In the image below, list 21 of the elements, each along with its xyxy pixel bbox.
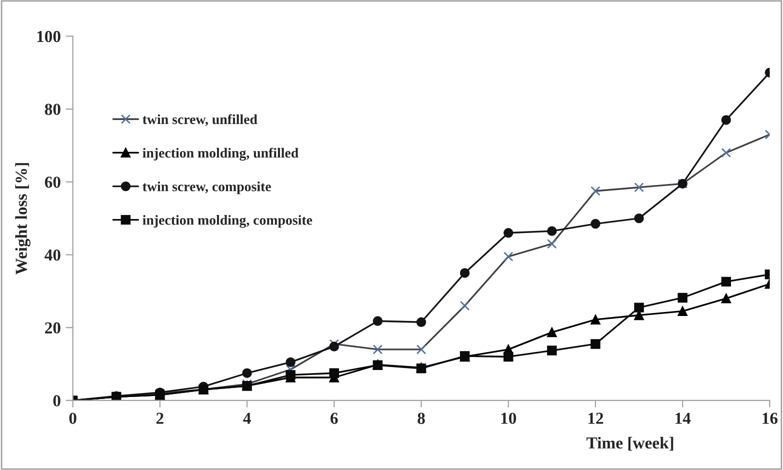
x-tick-label: 14 bbox=[676, 412, 691, 424]
x-tick-label: 8 bbox=[418, 412, 425, 424]
x-tick-label: 0 bbox=[69, 412, 76, 424]
x-tick-label: 16 bbox=[762, 412, 778, 424]
y-tick-label: 20 bbox=[45, 322, 60, 334]
x-axis-title: Time [week] bbox=[586, 436, 674, 451]
x-tick-label: 10 bbox=[501, 412, 516, 424]
x-tick-label: 4 bbox=[243, 412, 251, 424]
x-tick-label: 6 bbox=[330, 412, 338, 424]
legend-label: injection molding, unfilled bbox=[142, 148, 298, 161]
legend-label: twin screw, unfilled bbox=[142, 114, 258, 126]
x-tick-label: 2 bbox=[156, 412, 164, 424]
y-tick-label: 60 bbox=[44, 176, 60, 188]
legend-label: twin screw, composite bbox=[142, 182, 271, 194]
y-tick-label: 100 bbox=[37, 30, 60, 42]
x-tick-label: 12 bbox=[588, 412, 604, 424]
legend-label: injection molding, composite bbox=[142, 215, 312, 228]
y-tick-label: 80 bbox=[44, 104, 60, 115]
y-axis-title: Weight loss [%] bbox=[15, 163, 30, 275]
y-tick-label: 0 bbox=[53, 395, 60, 406]
y-tick-label: 40 bbox=[44, 249, 60, 261]
